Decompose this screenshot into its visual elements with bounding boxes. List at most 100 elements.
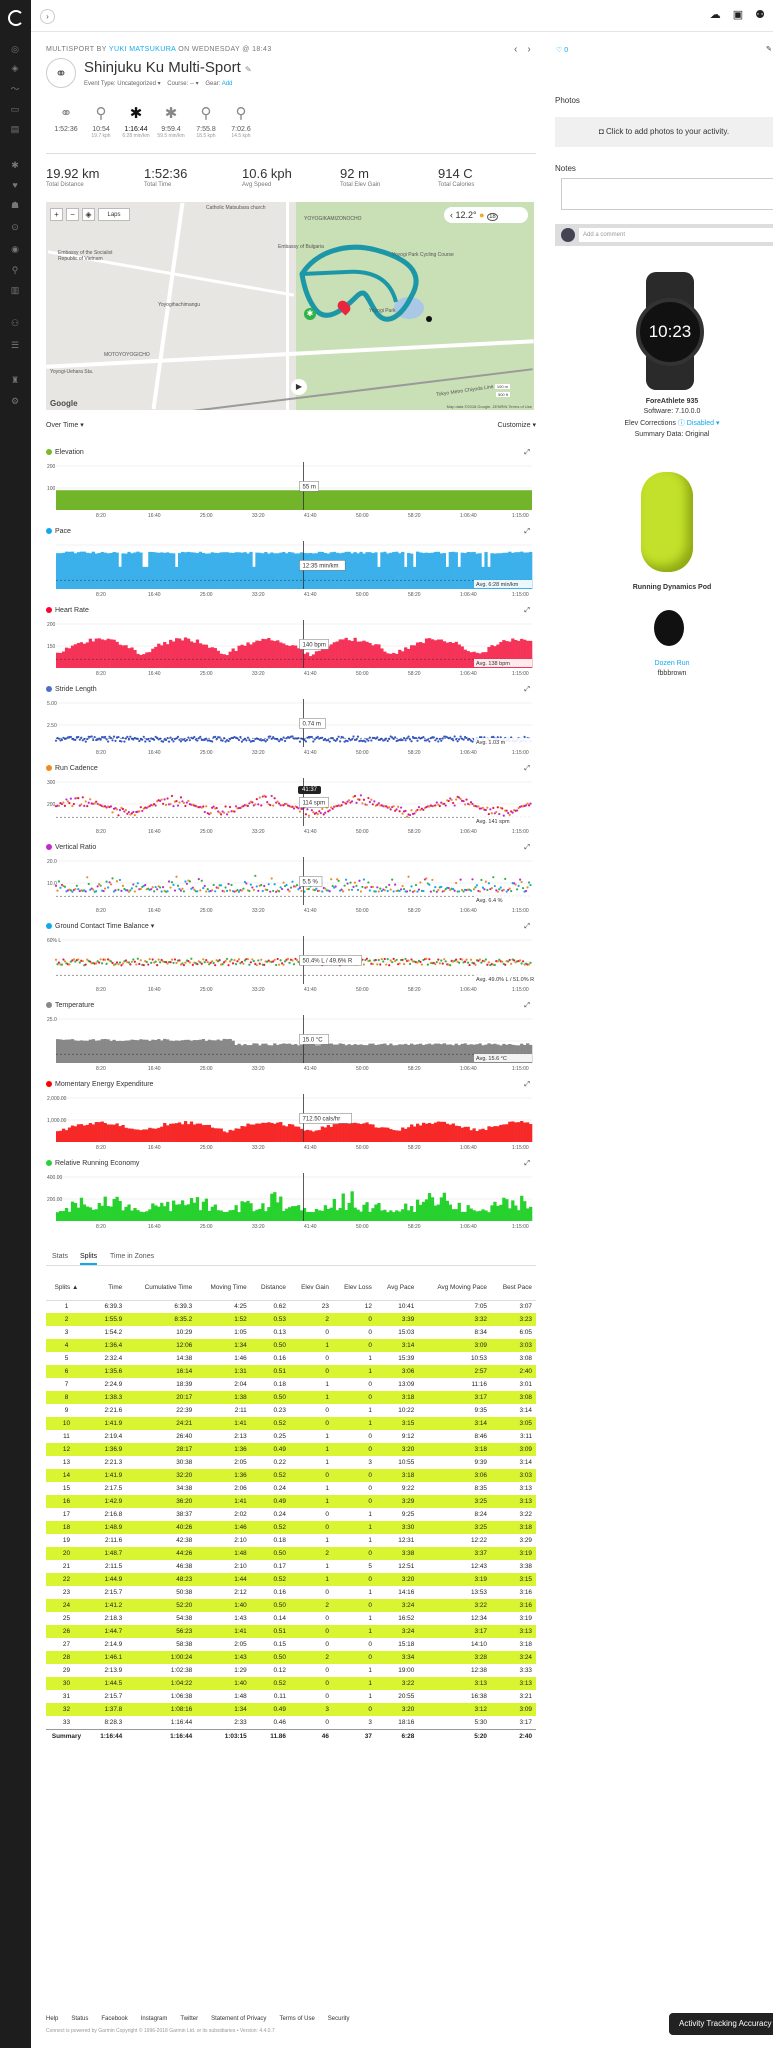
zoom-in-button[interactable]: +	[50, 208, 63, 221]
tab-splits[interactable]: Splits	[80, 1253, 98, 1265]
column-header[interactable]: Elev Loss	[332, 1276, 376, 1301]
table-row[interactable]: 31 2:15.7 1:06:38 1:48 0.11 0 1 20:55 16:38 3:21	[46, 1690, 536, 1703]
table-row[interactable]: 25 2:18.3 54:38 1:43 0.14 0 1 16:52 12:34 3:19	[46, 1612, 536, 1625]
chart-icon[interactable]: ▥	[10, 285, 20, 295]
table-row[interactable]: 7 2:24.9 18:39 2:04 0.18 1 0 13:09 11:16 3:01	[46, 1378, 536, 1391]
activity-title[interactable]: Shinjuku Ku Multi-Sport ✎	[84, 59, 252, 76]
fullscreen-icon[interactable]: ⤢	[524, 923, 530, 930]
leg-5[interactable]: ⚲ 7:55.8 18.5 kph	[186, 104, 226, 139]
over-time-select[interactable]: Over Time ▾	[46, 422, 84, 429]
table-row[interactable]: 22 1:44.9 48:23 1:44 0.52 1 0 3:20 3:19 3:15	[46, 1573, 536, 1586]
play-route-button[interactable]: ▶	[291, 379, 307, 395]
like-button[interactable]: ♡ 0	[556, 46, 568, 54]
table-row[interactable]: 15 2:17.5 34:38 2:06 0.24 1 0 9:22 8:35 3:13	[46, 1482, 536, 1495]
health-icon[interactable]: ♥	[12, 180, 18, 190]
course-select[interactable]: Course: -- ▾	[167, 81, 199, 87]
chart-plot[interactable]: 2,000.001,000.00 712.50 cals/hr8:20 16:40 2…	[46, 1094, 534, 1152]
table-row[interactable]: 19 2:11.6 42:38 2:10 0.18 1 1 12:31 12:22 3:29	[46, 1534, 536, 1547]
leg-1[interactable]: ⚭ 1:52:36	[46, 104, 86, 133]
elev-corrections-select[interactable]: Disabled ▾	[686, 420, 720, 427]
table-row[interactable]: 23 2:15.7 50:38 2:12 0.16 0 1 14:16 13:53 3:16	[46, 1586, 536, 1599]
leg-6[interactable]: ⚲ 7:02.6 14.5 kph	[221, 104, 261, 139]
expand-sidebar-button[interactable]: ›	[40, 9, 55, 24]
inbox-icon[interactable]: ▣	[732, 9, 744, 21]
footer-link[interactable]: Statement of Privacy	[211, 2016, 267, 2022]
table-row[interactable]: 1 6:39.3 6:39.3 4:25 0.62 23 12 10:41 7:05 3:07	[46, 1300, 536, 1313]
table-row[interactable]: 28 1:46.1 1:00:24 1:43 0.50 2 0 3:34 3:28 3:24	[46, 1651, 536, 1664]
upload-icon[interactable]: ☁	[709, 9, 721, 21]
edit-title-icon[interactable]: ✎	[244, 65, 252, 74]
table-row[interactable]: 32 1:37.8 1:08:16 1:34 0.49 3 0 3:20 3:12 3:09	[46, 1703, 536, 1716]
fullscreen-icon[interactable]: ⤢	[524, 844, 530, 851]
event-type-select[interactable]: Event Type: Uncategorized ▾	[84, 81, 161, 87]
fullscreen-icon[interactable]: ⤢	[524, 1002, 530, 1009]
leg-3[interactable]: ✱ 1:16:44 6:28 min/km	[116, 104, 156, 139]
edit-icon[interactable]: ✎	[766, 46, 772, 53]
next-activity-icon[interactable]: ›	[527, 44, 531, 55]
chevron-left-icon[interactable]: ‹	[450, 210, 456, 220]
connections-icon[interactable]: ⚇	[10, 318, 20, 328]
chart-plot[interactable]: 20.010.0 5.5 %Avg. 6.4 %8:20 16:40 25:00 33:…	[46, 857, 534, 915]
table-row[interactable]: 30 1:44.5 1:04:22 1:40 0.52 0 1 3:22 3:13 3:13	[46, 1677, 536, 1690]
table-row[interactable]: 17 2:16.8 38:37 2:02 0.24 0 1 9:25 8:24 3:22	[46, 1508, 536, 1521]
fullscreen-icon[interactable]: ⤢	[524, 449, 530, 456]
table-row[interactable]: 2 1:55.9 8:35.2 1:52 0.53 2 0 3:39 3:32 3:23	[46, 1313, 536, 1326]
column-header[interactable]: Splits ▲	[46, 1276, 91, 1301]
device-name-link[interactable]: Dozen Run	[654, 660, 690, 667]
user-menu-icon[interactable]: ⚉	[755, 9, 765, 21]
customize-button[interactable]: Customize ▾	[497, 422, 536, 429]
table-row[interactable]: 10 1:41.9 24:21 1:41 0.52 0 1 3:15 3:14 3:05	[46, 1417, 536, 1430]
column-header[interactable]: Cumulative Time	[126, 1276, 197, 1301]
activity-map[interactable]: ✱ Catholic Matsubara church YOYOGIKAMIZO…	[46, 202, 534, 410]
layers-icon[interactable]: ◈	[11, 63, 19, 73]
add-photos-button[interactable]: ◘ Click to add photos to your activity.	[555, 117, 773, 147]
run-nav-icon[interactable]: ✱	[11, 160, 19, 170]
table-row[interactable]: 6 1:35.6 16:14 1:31 0.51 0 1 3:06 2:57 2:40	[46, 1365, 536, 1378]
footer-link[interactable]: Instagram	[140, 2016, 168, 2022]
leg-4[interactable]: ✱ 9:59.4 59.5 min/km	[151, 104, 191, 139]
table-row[interactable]: 12 1:36.9 28:17 1:36 0.49 1 0 3:20 3:18 3:09	[46, 1443, 536, 1456]
column-header[interactable]: Best Pace	[490, 1276, 536, 1301]
footer-link[interactable]: Terms of Use	[279, 2016, 315, 2022]
stats-icon[interactable]: ⊙	[11, 222, 19, 232]
table-row[interactable]: 16 1:42.9 36:20 1:41 0.49 1 0 3:29 3:25 3:13	[46, 1495, 536, 1508]
layers-button[interactable]: ◈	[82, 208, 95, 221]
column-header[interactable]: Moving Time	[196, 1276, 251, 1301]
training-icon[interactable]: ☗	[10, 200, 20, 210]
footer-link[interactable]: Security	[327, 2016, 350, 2022]
table-row[interactable]: 29 2:13.9 1:02:38 1:29 0.12 0 1 19:00 12:38 3:33	[46, 1664, 536, 1677]
table-row[interactable]: 18 1:48.9 40:26 1:46 0.52 0 1 3:30 3:25 3:18	[46, 1521, 536, 1534]
table-row[interactable]: 33 8:28.3 1:16:44 2:33 0.46 0 3 18:16 5:30 3:17	[46, 1716, 536, 1729]
column-header[interactable]: Avg Pace	[375, 1276, 419, 1301]
table-row[interactable]: 13 2:21.3 30:38 2:05 0.22 1 3 10:55 9:39 3:14	[46, 1456, 536, 1469]
column-header[interactable]: Distance	[250, 1276, 290, 1301]
footer-link[interactable]: Status	[71, 2016, 89, 2022]
fullscreen-icon[interactable]: ⤢	[524, 686, 530, 693]
fullscreen-icon[interactable]: ⤢	[524, 1160, 530, 1167]
activities-icon[interactable]: 〜	[10, 84, 20, 94]
help-icon[interactable]: ⓘ	[677, 420, 685, 427]
table-row[interactable]: 5 2:32.4 14:38 1:46 0.16 0 1 15:39 10:53 3:08	[46, 1352, 536, 1365]
table-row[interactable]: 20 1:48.7 44:26 1:48 0.50 2 0 3:38 3:37 3:19	[46, 1547, 536, 1560]
goals-icon[interactable]: ◉	[11, 244, 19, 254]
activity-tracking-accuracy-button[interactable]: Activity Tracking Accuracy	[669, 2013, 773, 2035]
notes-input[interactable]	[561, 178, 773, 210]
tab-time-in-zones[interactable]: Time in Zones	[110, 1253, 155, 1260]
fullscreen-icon[interactable]: ⤢	[524, 607, 530, 614]
calendar-icon[interactable]: ▭	[10, 104, 20, 114]
prev-activity-icon[interactable]: ‹	[514, 44, 518, 55]
fullscreen-icon[interactable]: ⤢	[524, 765, 530, 772]
reports-icon[interactable]: ▤	[10, 124, 20, 134]
table-row[interactable]: 11 2:19.4 26:40 2:13 0.25 1 0 9:12 8:46 3:11	[46, 1430, 536, 1443]
table-row[interactable]: 24 1:41.2 52:20 1:40 0.50 2 0 3:24 3:22 3:16	[46, 1599, 536, 1612]
table-row[interactable]: 4 1:36.4 12:06 1:34 0.50 1 0 3:14 3:09 3:03	[46, 1339, 536, 1352]
column-header[interactable]: Time	[90, 1276, 127, 1301]
table-row[interactable]: 27 2:14.9 58:38 2:05 0.15 0 0 15:18 14:10 3:18	[46, 1638, 536, 1651]
fullscreen-icon[interactable]: ⤢	[524, 1081, 530, 1088]
